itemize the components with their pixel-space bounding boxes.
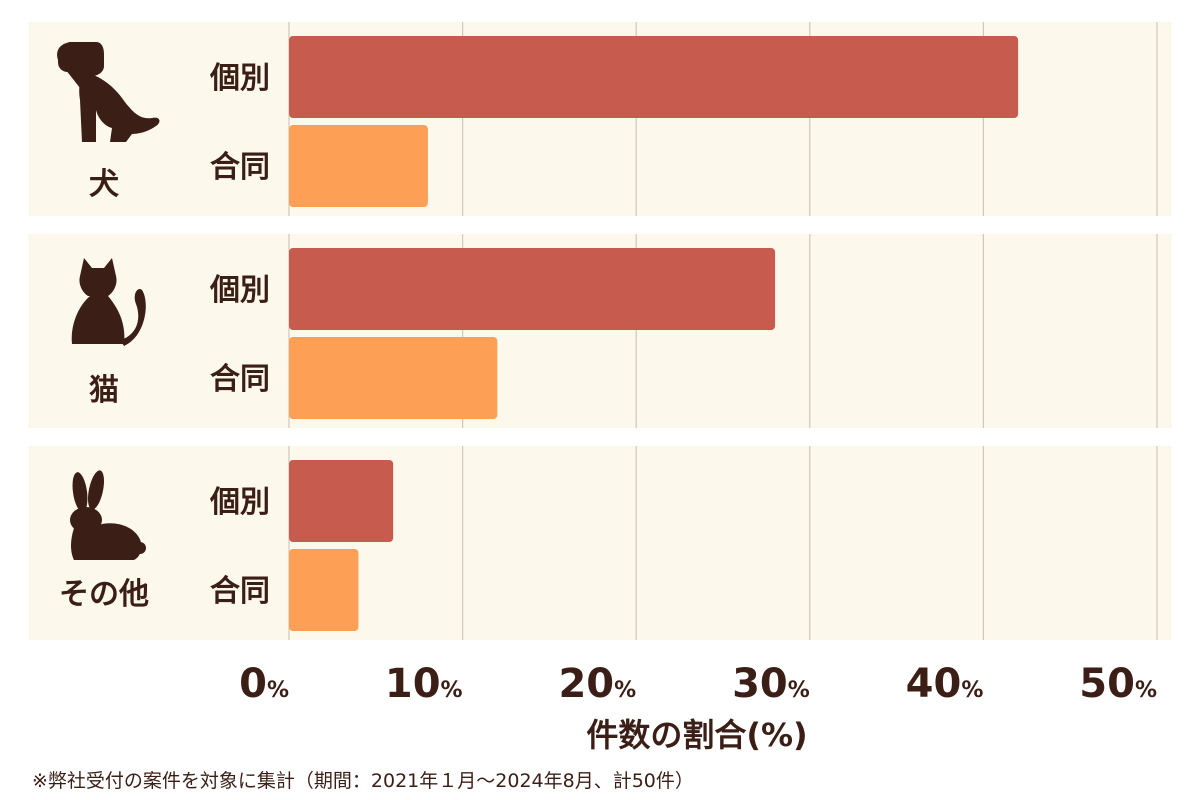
row-label: 個別 — [209, 485, 270, 520]
x-tick-label: 50% — [1079, 661, 1157, 707]
x-axis-label: 件数の割合(%) — [586, 716, 807, 754]
rabbit-ear-right — [87, 470, 105, 510]
rabbit-icon — [70, 470, 146, 560]
bar-1-2 — [289, 125, 428, 207]
row-label: 個別 — [209, 273, 270, 308]
dog-ear — [58, 42, 73, 72]
x-tick-label: 20% — [558, 661, 636, 707]
x-tick-label: 10% — [385, 661, 463, 707]
dog-icon — [57, 42, 160, 142]
category-label: その他 — [59, 577, 149, 612]
cat-icon — [71, 258, 146, 346]
cat-head — [79, 258, 117, 296]
footnote: ※弊社受付の案件を対象に集計（期間：2021年１月〜2024年8月、計50件） — [32, 770, 694, 792]
row-label: 合同 — [210, 362, 270, 397]
row-label: 合同 — [210, 574, 270, 609]
bar-3-1 — [289, 460, 394, 542]
group-panel-3 — [28, 446, 1172, 640]
bar-2-1 — [289, 248, 776, 330]
category-label: 犬 — [89, 167, 119, 202]
cat-tail — [120, 288, 146, 346]
bar-1-1 — [289, 36, 1019, 118]
category-label: 猫 — [89, 373, 119, 408]
row-label: 合同 — [210, 150, 270, 185]
x-tick-label: 40% — [906, 661, 984, 707]
x-tick-label: 30% — [732, 661, 810, 707]
row-label: 個別 — [209, 61, 270, 96]
bar-3-2 — [289, 549, 359, 631]
rabbit-tail — [134, 542, 146, 554]
cat-body — [71, 296, 125, 344]
bar-2-2 — [289, 337, 498, 419]
x-tick-label: 0% — [239, 661, 289, 707]
rabbit-body — [71, 523, 142, 560]
rabbit-ear-left — [72, 472, 88, 512]
dog-body — [79, 72, 160, 142]
